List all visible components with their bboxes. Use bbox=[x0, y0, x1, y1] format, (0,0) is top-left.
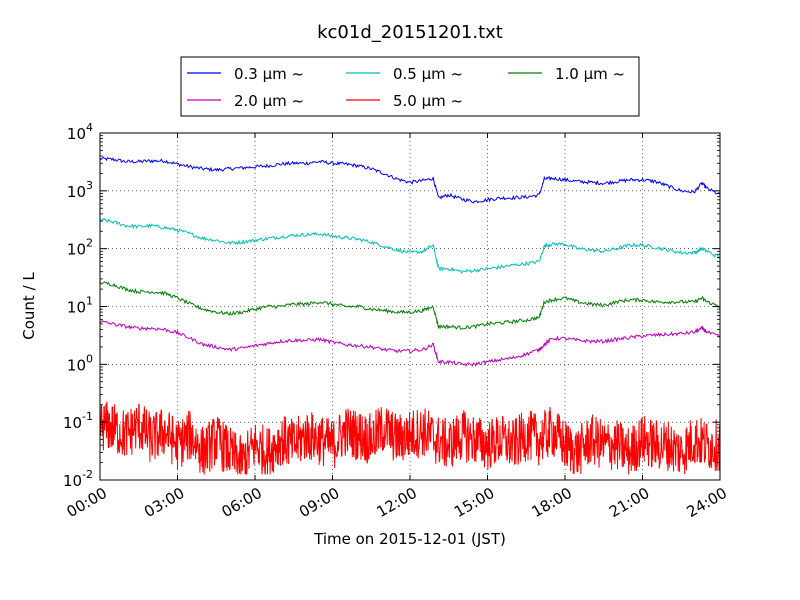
y-tick-label: 100 bbox=[67, 352, 93, 374]
x-tick-label: 12:00 bbox=[374, 484, 420, 521]
series-line bbox=[99, 320, 721, 367]
y-tick-label: 101 bbox=[67, 295, 93, 317]
legend-entry: 0.5 μm ~ bbox=[346, 65, 463, 83]
legend-entry: 5.0 μm ~ bbox=[346, 92, 463, 110]
legend: 0.3 μm ~ 0.5 μm ~ 1.0 μm ~ 2.0 μm ~ 5.0 μm ~ bbox=[180, 56, 640, 117]
x-tick-label: 18:00 bbox=[529, 484, 575, 521]
legend-label: 5.0 μm ~ bbox=[393, 92, 463, 110]
legend-label: 2.0 μm ~ bbox=[234, 92, 304, 110]
legend-frame bbox=[180, 56, 640, 117]
x-tick-label: 03:00 bbox=[141, 484, 187, 521]
x-axis-label: Time on 2015-12-01 (JST) bbox=[313, 530, 506, 548]
y-axis-label: Count / L bbox=[20, 272, 38, 340]
legend-entry: 2.0 μm ~ bbox=[187, 92, 304, 110]
y-tick-label: 102 bbox=[67, 237, 93, 259]
x-tick-label: 06:00 bbox=[219, 484, 265, 521]
legend-label: 0.3 μm ~ bbox=[234, 65, 304, 83]
y-axis: 10-2 10-1 100 101 102 103 104 bbox=[63, 121, 720, 490]
series-line bbox=[99, 281, 721, 330]
x-tick-label: 21:00 bbox=[606, 484, 652, 521]
chart-title: kc01d_20151201.txt bbox=[317, 22, 503, 43]
legend-label: 1.0 μm ~ bbox=[555, 65, 625, 83]
legend-label: 0.5 μm ~ bbox=[393, 65, 463, 83]
legend-entry: 0.3 μm ~ bbox=[187, 65, 304, 83]
series-line bbox=[99, 401, 721, 475]
x-tick-label: 15:00 bbox=[451, 484, 497, 521]
x-tick-label: 09:00 bbox=[296, 484, 342, 521]
series-line bbox=[99, 218, 721, 275]
y-tick-label: 103 bbox=[67, 179, 93, 201]
y-tick-label: 10-2 bbox=[63, 468, 93, 490]
y-tick-label: 104 bbox=[67, 121, 93, 143]
series-line bbox=[99, 156, 721, 204]
series-layer bbox=[99, 156, 721, 475]
x-tick-label: 24:00 bbox=[684, 484, 730, 521]
legend-entry: 1.0 μm ~ bbox=[508, 65, 625, 83]
y-tick-label: 10-1 bbox=[63, 410, 93, 432]
